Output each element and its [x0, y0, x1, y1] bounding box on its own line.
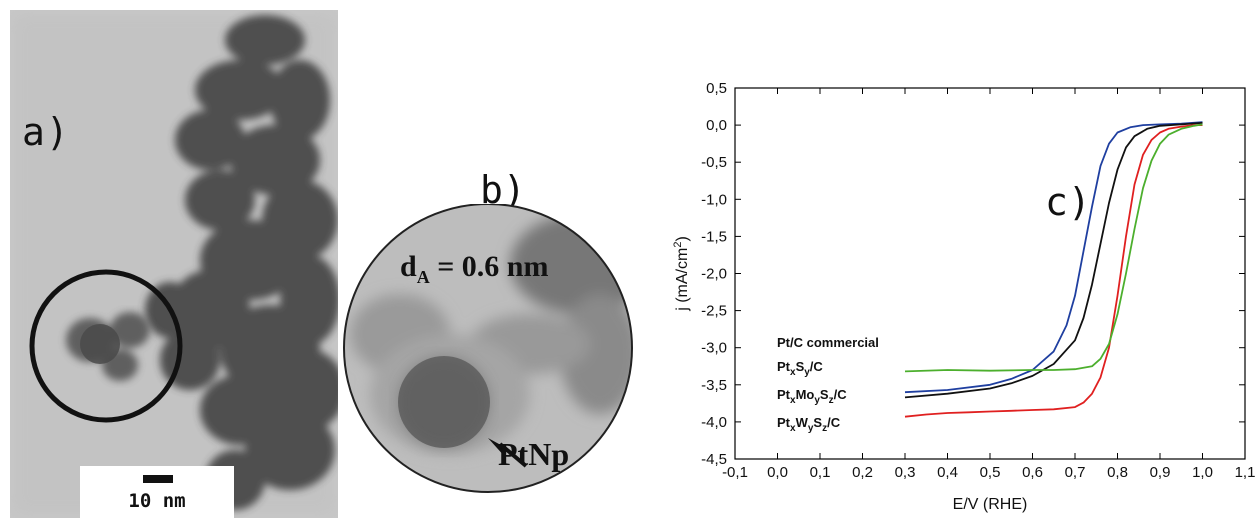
legend-entry-2: PtxMoySz/C [777, 387, 847, 406]
y-tick-label: -4,5 [701, 451, 727, 468]
y-tick-label: 0,0 [706, 117, 727, 134]
x-tick-label: -0,1 [722, 464, 748, 481]
y-tick-label: -4,0 [701, 414, 727, 431]
x-tick-label: 0,0 [767, 464, 788, 481]
legend-entry-1: PtxSy/C [777, 359, 823, 378]
scale-bar [143, 475, 173, 483]
plot-frame [734, 87, 1246, 460]
y-axis-label: j (mA/cm2) [672, 236, 691, 312]
x-tick-label: 0,5 [980, 464, 1001, 481]
x-tick-label: 1,0 [1192, 464, 1213, 481]
series-line-0 [904, 121, 1203, 394]
series-line-1 [904, 122, 1203, 399]
panel-a-label: a) [22, 110, 70, 154]
scale-bar-label: 10 nm [128, 490, 186, 512]
x-axis-label: E/V (RHE) [953, 496, 1028, 513]
y-tick-label: -1,5 [701, 228, 727, 245]
series-line-2 [904, 124, 1203, 418]
y-tick-label: -2,0 [701, 266, 727, 283]
tem-micrograph [10, 10, 338, 518]
x-tick-label: 0,9 [1150, 464, 1171, 481]
zoom-circle [343, 204, 633, 493]
x-tick-label: 1,1 [1235, 464, 1256, 481]
zoom-image-b: b) dA = 0.6 nm PtNp [340, 168, 636, 493]
x-tick-label: 0,6 [1022, 464, 1043, 481]
ptnp-label: PtNp [498, 436, 570, 472]
series-line-3 [904, 123, 1203, 373]
tem-image-a: a) 10 nm [10, 10, 338, 518]
y-tick-label: -3,0 [701, 340, 727, 357]
scale-bar-box: 10 nm [80, 466, 234, 518]
x-tick-label: 0,2 [852, 464, 873, 481]
x-tick-label: 0,7 [1065, 464, 1086, 481]
chart-svg: -0,1 0,0 0,1 0,2 0,3 0,4 0,5 0,6 0,7 0,8 0,9 1,0 1,1… [672, 80, 1256, 513]
y-tick-label: -1,0 [701, 191, 727, 208]
panel-c-label: c) [1045, 180, 1091, 224]
x-tick-label: 0,1 [810, 464, 831, 481]
diameter-symbol: d [400, 250, 417, 283]
y-tick-label: 0,5 [706, 80, 727, 97]
x-tick-label: 0,4 [937, 464, 958, 481]
diameter-subscript: A [416, 267, 430, 287]
legend-entry-0: Pt/C commercial [777, 335, 879, 350]
x-tick-label: 0,8 [1107, 464, 1128, 481]
polarization-chart: -0,1 0,0 0,1 0,2 0,3 0,4 0,5 0,6 0,7 0,8 0,9 1,0 1,1… [665, 70, 1260, 522]
y-tick-label: -3,5 [701, 377, 727, 394]
legend-entry-3: PtxWySz/C [777, 415, 841, 434]
diameter-value: = 0.6 nm [429, 250, 549, 283]
y-tick-label: -0,5 [701, 154, 727, 171]
diameter-label: dA = 0.6 nm [400, 250, 548, 288]
x-tick-label: 0,3 [895, 464, 916, 481]
y-tick-label: -2,5 [701, 303, 727, 320]
